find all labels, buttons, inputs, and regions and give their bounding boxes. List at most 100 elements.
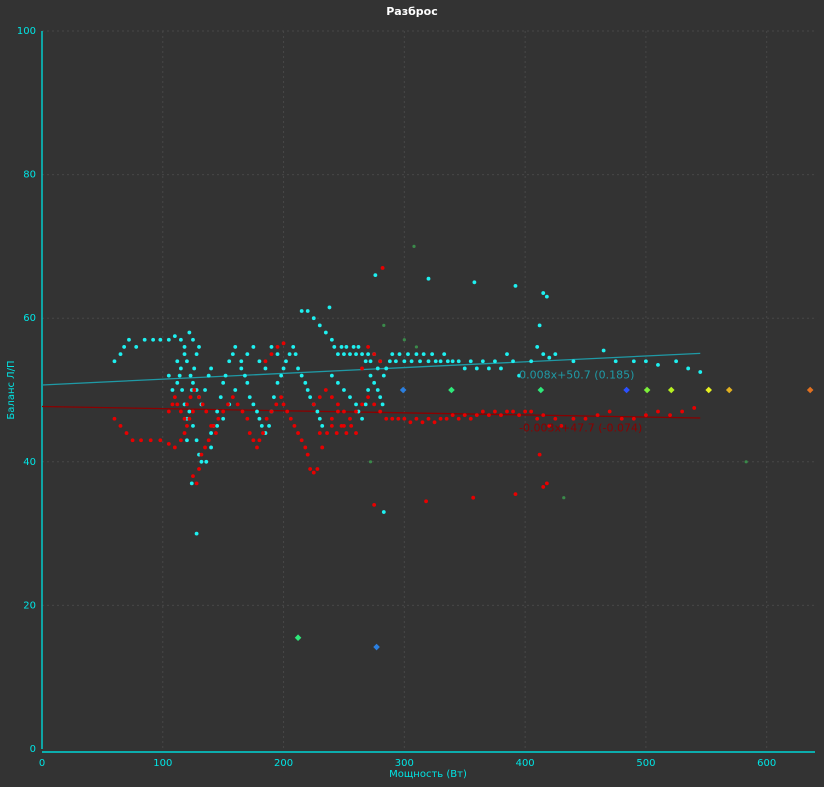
x-tick-label: 0 [39, 758, 45, 769]
left-point [142, 337, 147, 342]
right-point [257, 438, 262, 443]
left-point [127, 337, 131, 342]
right-point [450, 413, 455, 418]
x-tick-label: 300 [395, 758, 414, 769]
left-point [390, 352, 395, 356]
left-point [197, 345, 201, 349]
right-point [336, 402, 340, 407]
left-point [480, 359, 485, 364]
right-point [216, 416, 221, 421]
right-point [354, 431, 358, 435]
left-point [644, 359, 648, 364]
diamond-marker [725, 386, 733, 394]
left-point [387, 359, 392, 364]
right-point [462, 413, 467, 418]
right-point [349, 424, 354, 428]
right-point [206, 438, 211, 443]
left-point [430, 352, 435, 356]
left-point [239, 359, 244, 364]
right-point [187, 416, 192, 421]
right-point [255, 445, 259, 450]
right-point [644, 413, 648, 418]
left-point [339, 345, 344, 349]
left-point [537, 323, 542, 328]
left-point [223, 373, 228, 378]
left-point [199, 459, 204, 464]
right-point [148, 438, 153, 443]
left-point [368, 373, 373, 378]
left-point [299, 373, 304, 378]
right-point [185, 402, 189, 407]
right-point [408, 420, 413, 425]
left-point [368, 359, 373, 364]
right-point [414, 416, 419, 421]
left-point [360, 416, 364, 421]
diamond-marker [373, 643, 380, 651]
right-point [378, 359, 383, 364]
left-point [354, 352, 358, 356]
right-point [329, 424, 334, 428]
left-point [414, 352, 419, 356]
left-point [342, 352, 346, 356]
x-tick-label: 200 [274, 758, 293, 769]
right-point [235, 402, 240, 407]
right-point [194, 481, 199, 486]
right-point [200, 402, 205, 407]
left-point [272, 395, 276, 400]
left-point [601, 348, 606, 353]
left-point [218, 395, 223, 400]
right-point [499, 413, 503, 418]
right-point [366, 395, 371, 400]
right-point [354, 409, 358, 414]
right-point [372, 352, 377, 356]
right-point [456, 416, 461, 421]
right-point [390, 416, 395, 421]
right-trend-equation: -0.003x+47.7 (-0.074) [519, 422, 642, 435]
right-point [172, 395, 177, 400]
right-point [471, 495, 476, 500]
right-trend-line [41, 405, 701, 419]
right-point [342, 424, 346, 428]
left-point [305, 309, 310, 313]
left-point [698, 370, 703, 374]
right-point [541, 413, 546, 418]
left-point [442, 352, 447, 356]
right-point [336, 409, 340, 414]
diamond-marker [399, 386, 407, 394]
right-point [595, 413, 600, 418]
right-point [344, 431, 349, 435]
right-point [517, 413, 521, 418]
left-point [303, 380, 308, 385]
right-point [305, 452, 310, 457]
right-point [334, 431, 339, 435]
right-point [274, 402, 279, 407]
right-point [315, 467, 320, 471]
right-point [583, 416, 588, 421]
left-point [122, 345, 127, 349]
right-point [221, 409, 226, 414]
left-point [151, 337, 156, 342]
left-point [511, 359, 515, 364]
right-point [360, 366, 364, 371]
diamond-marker [643, 386, 651, 394]
right-point [311, 402, 316, 407]
left-point [178, 337, 183, 342]
right-point [317, 431, 322, 435]
left-point [209, 431, 213, 435]
left-point [375, 388, 380, 392]
diamond-marker [667, 386, 675, 394]
x-axis-label: Мощность (Вт) [389, 769, 467, 780]
left-point [354, 402, 358, 407]
right-point [541, 485, 546, 489]
left-point [348, 395, 352, 400]
left-point [315, 409, 320, 414]
left-point [192, 366, 197, 371]
right-point [317, 395, 322, 400]
right-point [245, 416, 250, 421]
right-point [296, 431, 300, 435]
faint-point [402, 338, 406, 342]
left-point [221, 416, 226, 421]
right-point [366, 345, 371, 349]
axes [41, 31, 815, 753]
